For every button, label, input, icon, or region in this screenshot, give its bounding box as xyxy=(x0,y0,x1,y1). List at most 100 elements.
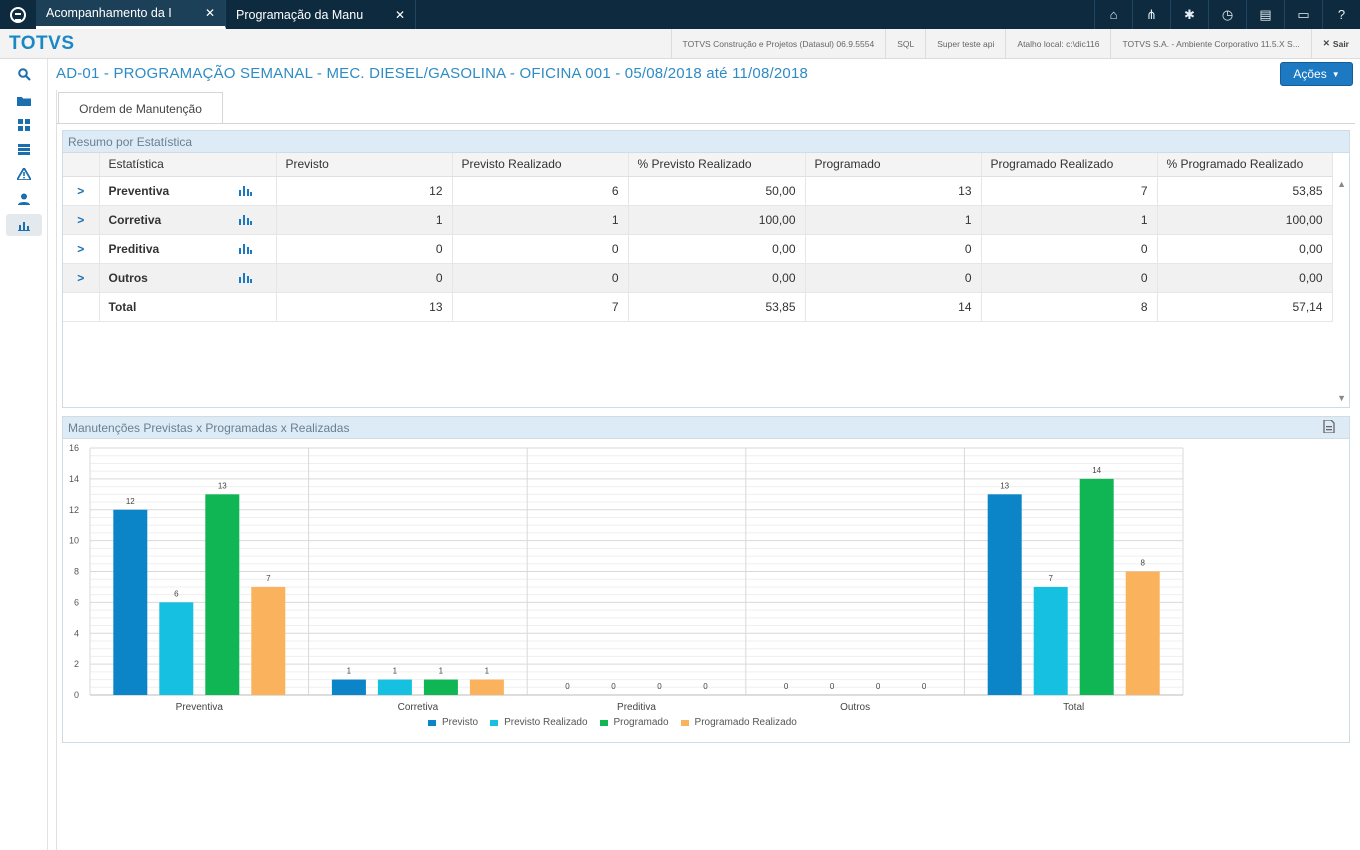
expander-header xyxy=(63,153,100,177)
column-header[interactable]: % Previsto Realizado xyxy=(628,153,806,177)
column-header[interactable]: Estatística xyxy=(99,153,277,177)
page-title: AD-01 - PROGRAMAÇÃO SEMANAL - MEC. DIESE… xyxy=(56,65,809,82)
y-tick-label: 6 xyxy=(74,597,79,607)
bar-chart-icon[interactable] xyxy=(238,185,252,196)
table-cell: 0 xyxy=(452,234,629,264)
scroll-up-icon[interactable]: ▲ xyxy=(1337,179,1346,189)
x-tick-label: Preventiva xyxy=(176,702,224,713)
table-cell: 0 xyxy=(981,263,1158,293)
clock-icon[interactable]: ◷ xyxy=(1208,0,1246,29)
legend-swatch xyxy=(428,719,436,726)
expand-chevron-icon[interactable]: > xyxy=(63,176,100,206)
table-row[interactable]: > Corretiva 1 1 100,00 1 1 100,00 xyxy=(63,205,1333,235)
column-header[interactable]: Previsto xyxy=(276,153,453,177)
warning-icon[interactable] xyxy=(6,163,42,185)
column-header[interactable]: Programado Realizado xyxy=(981,153,1158,177)
bar-value-label: 1 xyxy=(439,667,444,676)
tab-divider xyxy=(56,123,1355,124)
bar-value-label: 0 xyxy=(611,682,616,691)
user-icon[interactable] xyxy=(6,188,42,210)
bar xyxy=(251,586,286,695)
logo-icon xyxy=(10,6,26,23)
table-cell: 7 xyxy=(981,176,1158,206)
row-name-cell: Preventiva xyxy=(99,176,277,206)
column-header[interactable]: Programado xyxy=(805,153,982,177)
app-menu-button[interactable] xyxy=(0,0,36,29)
table-cell: 0 xyxy=(452,263,629,293)
bar-value-label: 1 xyxy=(485,667,490,676)
sidebar xyxy=(0,59,48,850)
card-icon[interactable]: ▭ xyxy=(1284,0,1322,29)
bar-value-label: 0 xyxy=(703,682,708,691)
top-tab-bar: Acompanhamento da I ✕ Programação da Man… xyxy=(0,0,1360,29)
user-info[interactable]: Super teste api xyxy=(925,29,1005,58)
expand-chevron-icon[interactable]: > xyxy=(63,234,100,264)
database-info: SQL xyxy=(885,29,925,58)
expand-chevron-icon[interactable]: > xyxy=(63,263,100,293)
bar xyxy=(1125,571,1160,695)
table-cell: 53,85 xyxy=(1157,176,1333,206)
legend-item[interactable]: Programado Realizado xyxy=(680,717,797,728)
tab-programacao[interactable]: Programação da Manu ✕ xyxy=(226,0,416,29)
table-header-row: Estatística Previsto Previsto Realizado … xyxy=(63,153,1333,177)
y-tick-label: 10 xyxy=(69,536,79,546)
export-icon[interactable] xyxy=(1323,419,1335,434)
chart-icon[interactable] xyxy=(6,214,42,236)
help-icon[interactable]: ? xyxy=(1322,0,1360,29)
folder-icon[interactable] xyxy=(6,89,42,111)
table-cell: 1 xyxy=(981,205,1158,235)
y-tick-label: 14 xyxy=(69,474,79,484)
search-icon[interactable] xyxy=(6,63,42,85)
exit-button[interactable]: ✕ Sair xyxy=(1310,29,1360,58)
table-row[interactable]: > Preventiva 12 6 50,00 13 7 53,85 xyxy=(63,176,1333,206)
list-icon[interactable] xyxy=(6,138,42,160)
settings-icon[interactable]: ✱ xyxy=(1170,0,1208,29)
close-icon[interactable]: ✕ xyxy=(394,7,405,22)
table-row[interactable]: > Outros 0 0 0,00 0 0 0,00 xyxy=(63,263,1333,293)
apps-icon[interactable] xyxy=(6,114,42,136)
column-header[interactable]: % Programado Realizado xyxy=(1157,153,1333,177)
table-cell: 0,00 xyxy=(1157,234,1333,264)
y-tick-label: 0 xyxy=(74,690,79,700)
home-icon[interactable]: ⌂ xyxy=(1094,0,1132,29)
bar xyxy=(159,602,194,695)
column-header[interactable]: Previsto Realizado xyxy=(452,153,629,177)
tab-label: Acompanhamento da I xyxy=(46,6,172,20)
legend-item[interactable]: Previsto Realizado xyxy=(490,717,588,728)
table-cell: 0 xyxy=(276,263,453,293)
chart-legend: Previsto Previsto Realizado Programado Prog… xyxy=(428,717,797,728)
close-icon[interactable]: ✕ xyxy=(204,6,215,20)
close-icon: ✕ xyxy=(1322,38,1330,48)
bar-chart-icon[interactable] xyxy=(238,214,252,225)
y-tick-label: 12 xyxy=(69,505,79,515)
legend-item[interactable]: Previsto xyxy=(428,717,478,728)
scroll-down-icon[interactable]: ▼ xyxy=(1337,393,1346,403)
legend-label: Previsto Realizado xyxy=(504,717,588,728)
bar-value-label: 0 xyxy=(784,682,789,691)
bar xyxy=(113,509,148,695)
legend-swatch xyxy=(599,719,608,726)
table-cell: 53,85 xyxy=(628,292,806,322)
table-cell: 13 xyxy=(805,176,982,206)
expand-chevron-icon[interactable]: > xyxy=(63,205,100,235)
table-total-row: Total 13 7 53,85 14 8 57,14 xyxy=(63,292,1333,322)
sitemap-icon[interactable]: ⋔ xyxy=(1132,0,1170,29)
table-row[interactable]: > Preditiva 0 0 0,00 0 0 0,00 xyxy=(63,234,1333,264)
tab-ordem-manutencao[interactable]: Ordem de Manutenção xyxy=(58,92,223,124)
legend-swatch xyxy=(490,719,499,726)
total-label: Total xyxy=(99,292,277,322)
tab-acompanhamento[interactable]: Acompanhamento da I ✕ xyxy=(36,0,226,29)
bar-value-label: 0 xyxy=(876,682,881,691)
document-icon[interactable]: ▤ xyxy=(1246,0,1284,29)
actions-button[interactable]: Ações ▼ xyxy=(1280,62,1353,86)
bar xyxy=(331,679,366,695)
table-cell: 0 xyxy=(276,234,453,264)
table-cell: 7 xyxy=(452,292,629,322)
bar-chart-icon[interactable] xyxy=(238,272,252,283)
legend-item[interactable]: Programado xyxy=(599,717,669,728)
caret-down-icon: ▼ xyxy=(1331,69,1340,79)
bar-chart-icon[interactable] xyxy=(238,243,252,254)
bar-value-label: 0 xyxy=(830,682,835,691)
bar xyxy=(1033,586,1068,695)
